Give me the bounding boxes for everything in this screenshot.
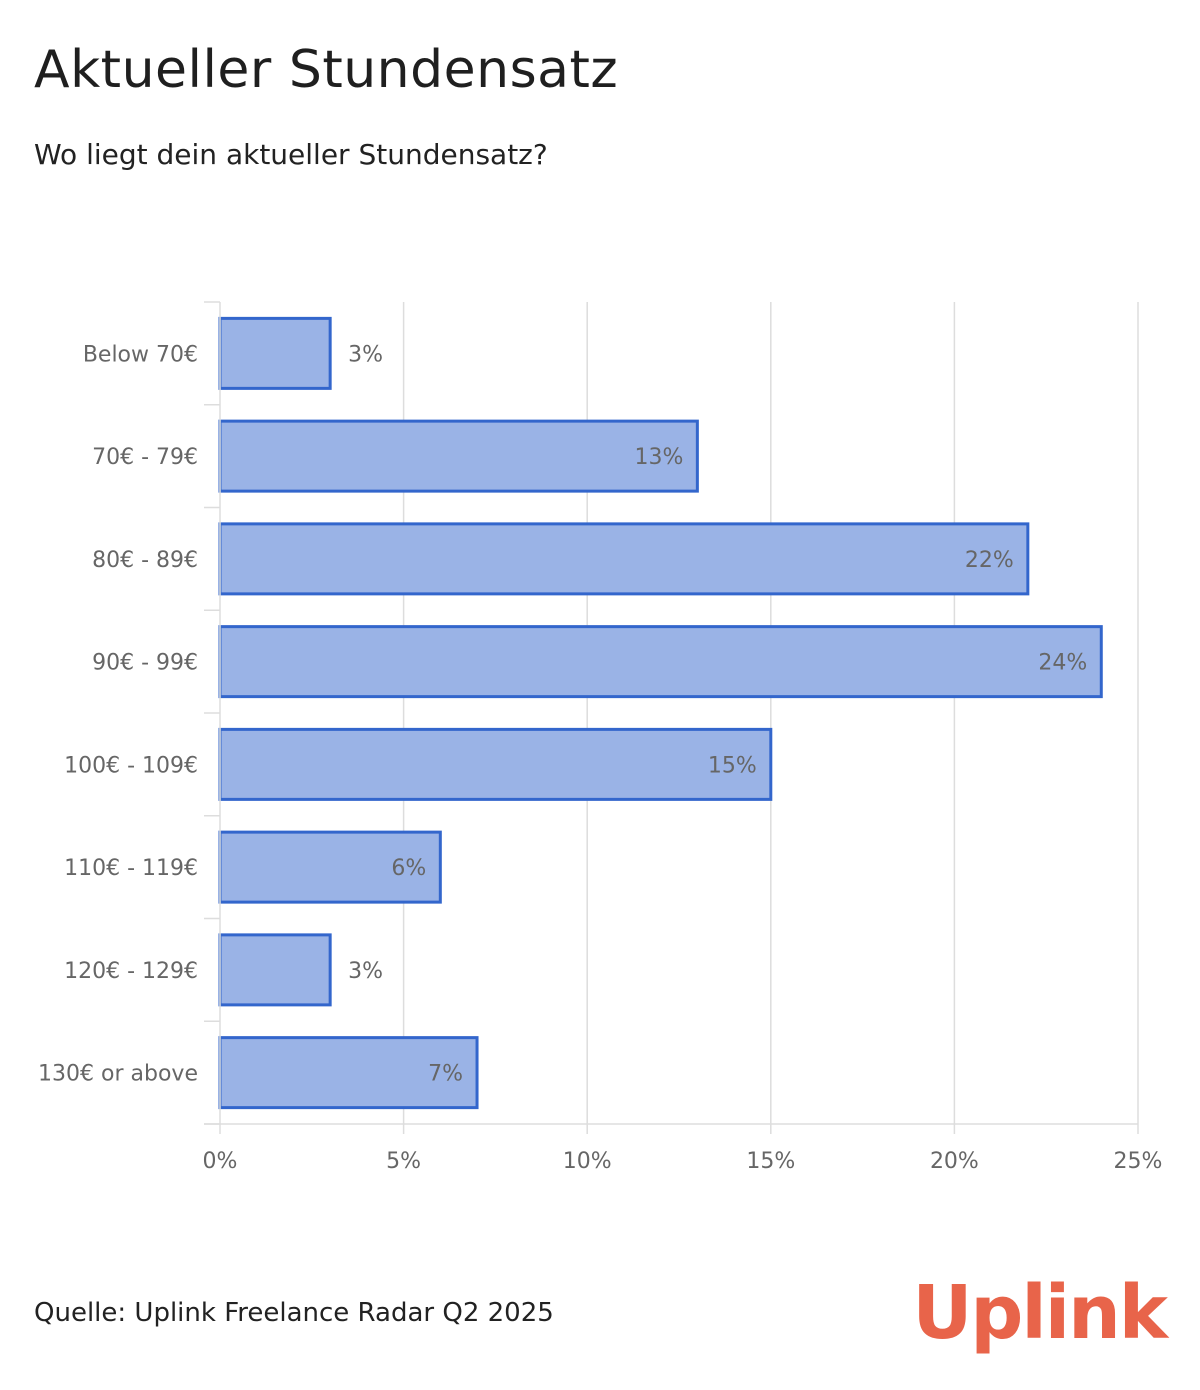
chart-title: Aktueller Stundensatz bbox=[34, 40, 619, 100]
bar bbox=[218, 830, 442, 904]
bar bbox=[218, 933, 332, 1007]
uplink-logo: Uplink bbox=[912, 1270, 1168, 1356]
category-label: 100€ - 109€ bbox=[64, 753, 198, 778]
data-label: 3% bbox=[348, 959, 383, 984]
data-label: 3% bbox=[348, 342, 383, 367]
x-tick-label: 0% bbox=[203, 1149, 238, 1174]
category-label: 120€ - 129€ bbox=[64, 959, 198, 984]
x-tick-label: 15% bbox=[746, 1149, 795, 1174]
axes bbox=[204, 301, 1139, 1134]
bar bbox=[218, 625, 1103, 699]
chart-subtitle: Wo liegt dein aktueller Stundensatz? bbox=[34, 138, 548, 171]
x-tick-label: 20% bbox=[930, 1149, 979, 1174]
data-label: 7% bbox=[428, 1062, 463, 1087]
x-tick-label: 25% bbox=[1114, 1149, 1163, 1174]
data-label: 13% bbox=[634, 445, 683, 470]
bar bbox=[218, 419, 699, 493]
data-label: 22% bbox=[965, 548, 1014, 573]
source-note: Quelle: Uplink Freelance Radar Q2 2025 bbox=[34, 1298, 554, 1328]
data-label: 15% bbox=[708, 753, 757, 778]
bar bbox=[218, 522, 1030, 596]
category-label: 110€ - 119€ bbox=[64, 856, 198, 881]
data-label: 24% bbox=[1038, 651, 1087, 676]
x-tick-label: 10% bbox=[563, 1149, 612, 1174]
labels: 0% 5% 10% 15% 20% 25% Below 70€ 3% 70€ - 79€ 13% 8… bbox=[38, 342, 1162, 1174]
bar bbox=[218, 727, 773, 801]
bars bbox=[218, 316, 1103, 1110]
category-label: 90€ - 99€ bbox=[92, 651, 198, 676]
category-label: 70€ - 79€ bbox=[92, 445, 198, 470]
category-label: Below 70€ bbox=[83, 342, 198, 367]
data-label: 6% bbox=[391, 856, 426, 881]
bar bbox=[218, 1036, 479, 1110]
x-tick-label: 5% bbox=[386, 1149, 421, 1174]
category-label: 80€ - 89€ bbox=[92, 548, 198, 573]
category-label: 130€ or above bbox=[38, 1062, 198, 1087]
bar bbox=[218, 316, 332, 390]
